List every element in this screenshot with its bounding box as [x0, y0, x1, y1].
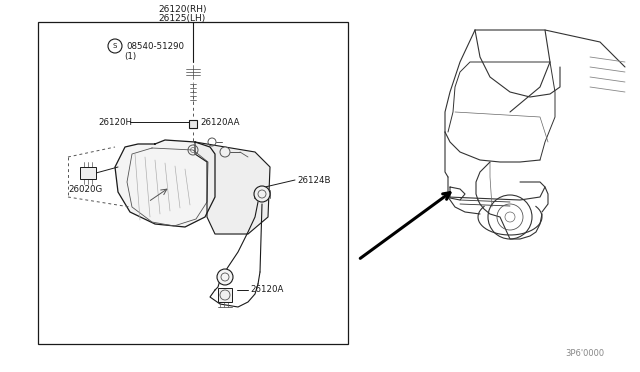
Circle shape — [220, 147, 230, 157]
Text: 26124B: 26124B — [297, 176, 330, 185]
Bar — [189, 120, 197, 128]
Circle shape — [217, 269, 233, 285]
Text: 26120H: 26120H — [98, 118, 132, 126]
Text: 26020G: 26020G — [68, 185, 102, 193]
Polygon shape — [195, 142, 270, 234]
Text: S: S — [113, 43, 117, 49]
Bar — [80, 167, 96, 179]
Text: 26120(RH): 26120(RH) — [158, 4, 207, 13]
Text: 3P6'0000: 3P6'0000 — [565, 350, 604, 359]
Bar — [38, 22, 348, 344]
Text: 26125(LH): 26125(LH) — [158, 13, 205, 22]
Polygon shape — [115, 140, 215, 227]
Text: 26120A: 26120A — [250, 285, 284, 295]
Text: 08540-51290: 08540-51290 — [126, 42, 184, 51]
Bar — [218, 288, 232, 302]
Text: (1): (1) — [124, 51, 136, 61]
Circle shape — [254, 186, 270, 202]
Text: 26120AA: 26120AA — [200, 118, 239, 126]
